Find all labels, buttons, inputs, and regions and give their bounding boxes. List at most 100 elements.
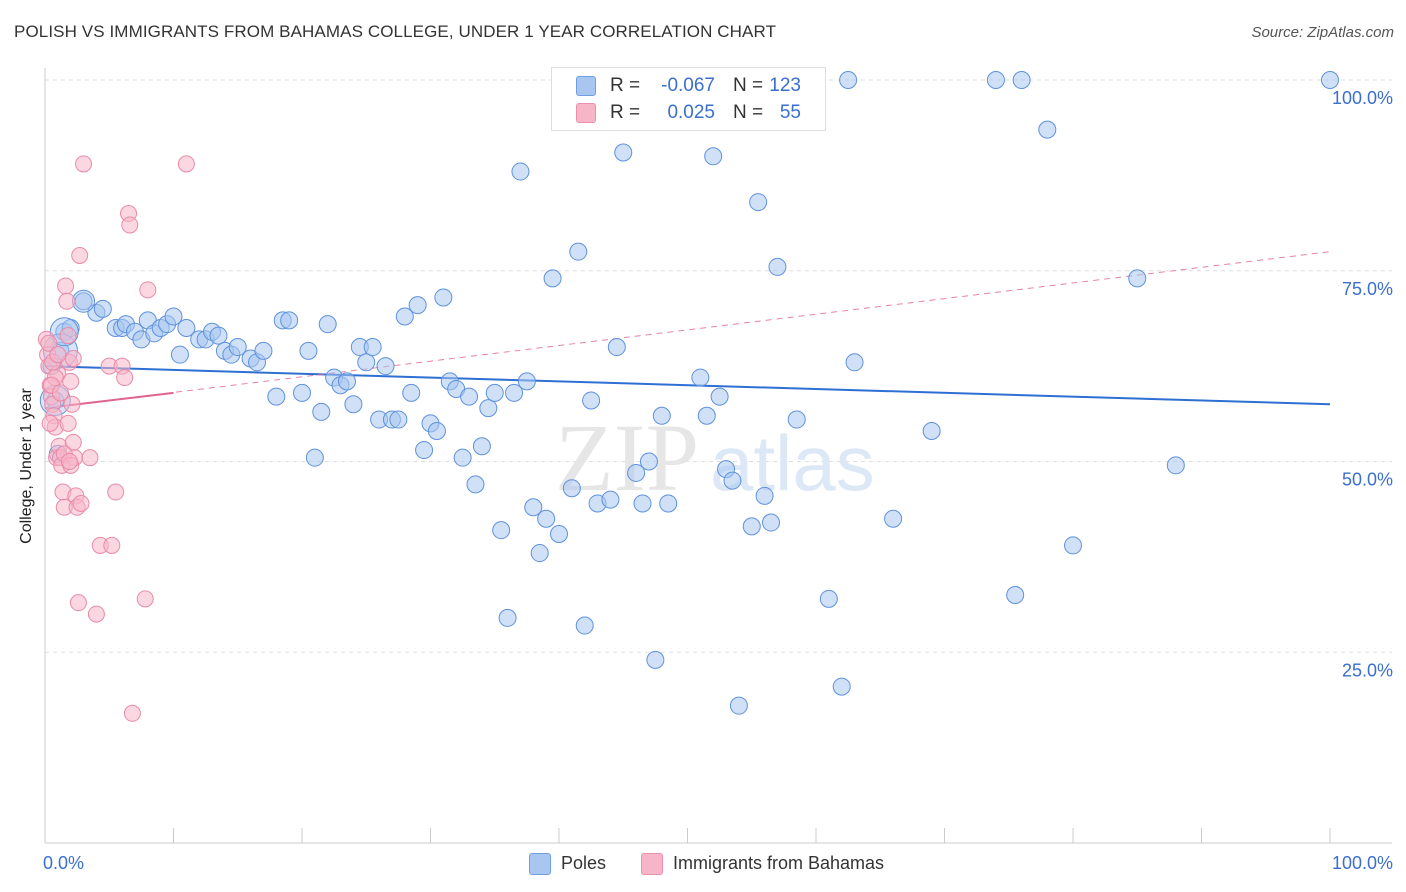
point-poles xyxy=(280,311,299,330)
x-tick-label: 100.0% xyxy=(1332,853,1393,873)
point-poles xyxy=(524,498,543,517)
point-poles xyxy=(639,452,658,471)
point-bahamas xyxy=(57,277,75,295)
point-poles xyxy=(1064,536,1082,555)
chart-title: POLISH VS IMMIGRANTS FROM BAHAMAS COLLEG… xyxy=(14,22,777,41)
point-poles xyxy=(755,486,774,505)
point-poles xyxy=(845,353,864,372)
point-poles xyxy=(170,345,189,364)
point-poles xyxy=(627,463,646,482)
point-poles xyxy=(318,315,337,334)
point-poles xyxy=(460,387,479,406)
legend-n-value: 55 xyxy=(779,102,801,123)
legend-r-value: -0.067 xyxy=(661,75,715,96)
point-poles xyxy=(505,383,524,402)
legend-stats: R = -0.067 N = 123 R = 0.025 N = 55 xyxy=(551,67,826,131)
point-bahamas xyxy=(139,281,157,299)
point-poles xyxy=(427,421,446,440)
point-poles xyxy=(1038,120,1057,139)
point-poles xyxy=(768,257,787,276)
point-poles xyxy=(337,372,356,391)
point-bahamas xyxy=(60,453,78,470)
point-poles xyxy=(607,338,626,357)
legend-r-value: 0.025 xyxy=(667,102,715,123)
point-poles xyxy=(530,544,549,563)
y-tick-label: 75.0% xyxy=(1342,279,1393,299)
point-poles xyxy=(408,296,427,315)
legend-swatch-bahamas xyxy=(641,853,663,875)
bahamas-points xyxy=(37,155,195,722)
point-bahamas xyxy=(71,246,89,264)
point-poles xyxy=(646,650,665,669)
point-bahamas xyxy=(58,292,76,310)
point-bahamas xyxy=(136,590,154,608)
point-bahamas xyxy=(103,536,121,554)
point-poles xyxy=(633,494,652,513)
point-poles xyxy=(254,341,273,360)
point-poles xyxy=(659,494,678,513)
point-poles xyxy=(485,383,504,402)
y-tick-label: 25.0% xyxy=(1342,660,1393,680)
point-poles xyxy=(472,437,491,456)
point-poles xyxy=(299,341,318,360)
point-poles xyxy=(582,391,601,410)
point-poles-large xyxy=(72,289,96,313)
point-poles xyxy=(164,307,183,326)
point-poles xyxy=(511,162,530,181)
point-poles xyxy=(228,338,247,357)
point-poles xyxy=(492,521,511,540)
point-poles xyxy=(819,589,838,608)
legend-row-bahamas: R = 0.025 N = 55 xyxy=(552,100,825,126)
point-bahamas xyxy=(59,327,77,345)
point-poles xyxy=(357,353,376,372)
point-poles xyxy=(839,71,858,89)
point-bahamas xyxy=(75,155,93,173)
point-bahamas xyxy=(116,369,134,387)
x-tick-label: 0.0% xyxy=(43,853,84,873)
point-poles xyxy=(787,410,806,429)
grid-lines xyxy=(45,79,1392,653)
legend-swatch-bahamas xyxy=(576,103,596,123)
point-poles xyxy=(614,143,633,162)
point-poles xyxy=(1006,586,1025,605)
point-poles xyxy=(749,193,768,212)
point-poles xyxy=(267,387,286,406)
point-poles xyxy=(652,406,671,425)
point-poles xyxy=(402,383,421,402)
point-bahamas xyxy=(64,349,82,367)
point-poles xyxy=(697,406,716,425)
point-bahamas xyxy=(87,605,105,623)
point-bahamas xyxy=(49,346,67,364)
axes xyxy=(44,68,1392,844)
point-bahamas xyxy=(81,449,99,467)
point-bahamas xyxy=(41,414,59,432)
point-poles xyxy=(832,677,851,696)
poles-points xyxy=(39,71,1339,715)
point-bahamas xyxy=(107,483,125,501)
point-poles xyxy=(601,490,620,509)
point-poles xyxy=(884,509,903,528)
y-tick-label: 50.0% xyxy=(1342,470,1393,490)
point-bahamas xyxy=(62,372,80,390)
point-poles xyxy=(710,387,729,406)
point-poles xyxy=(305,448,324,467)
point-poles xyxy=(537,509,556,528)
point-poles xyxy=(344,395,363,414)
legend-swatch-poles xyxy=(529,853,551,875)
point-poles xyxy=(562,479,581,498)
point-poles xyxy=(762,513,781,532)
point-poles xyxy=(415,441,434,460)
point-poles xyxy=(1321,71,1339,89)
watermark-atlas: atlas xyxy=(710,419,875,507)
point-poles xyxy=(986,71,1005,89)
point-poles xyxy=(312,402,331,421)
point-bahamas xyxy=(59,414,77,432)
point-poles xyxy=(575,616,594,635)
point-poles xyxy=(569,242,588,261)
point-poles xyxy=(395,307,414,326)
point-bahamas xyxy=(40,334,58,352)
point-bahamas xyxy=(177,155,195,173)
legend-n-value: 123 xyxy=(769,75,801,96)
point-poles xyxy=(434,288,453,307)
